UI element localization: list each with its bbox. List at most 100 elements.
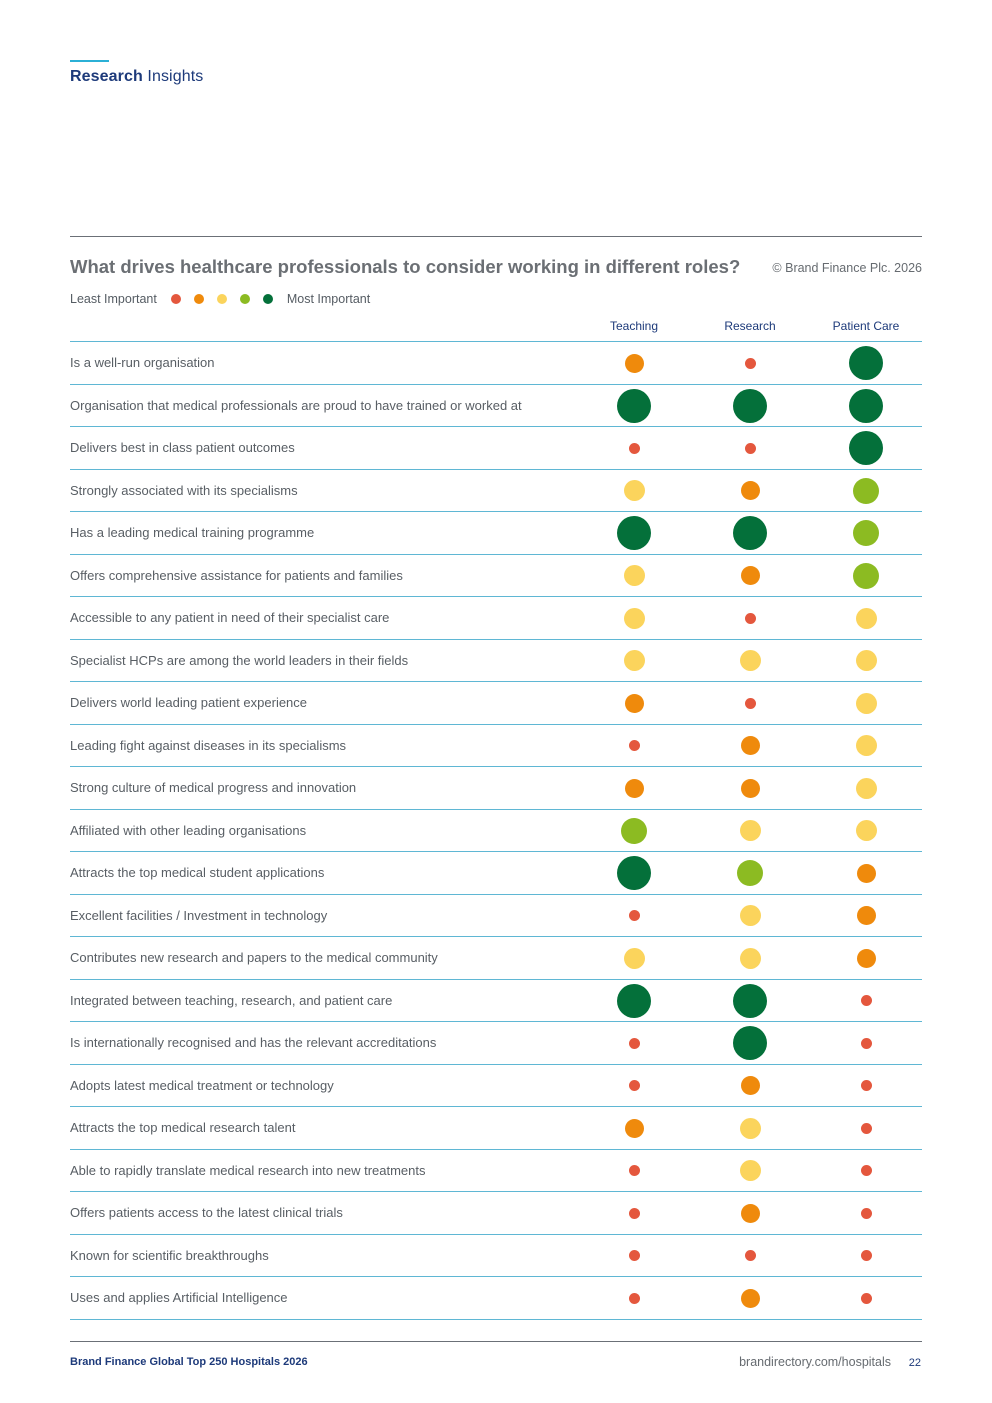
importance-bubble-patient-care: [860, 1207, 872, 1219]
table-row: Accessible to any patient in need of the…: [70, 596, 922, 639]
row-label: Affiliated with other leading organisati…: [70, 822, 307, 838]
table-row: Organisation that medical professionals …: [70, 383, 922, 427]
importance-bubble-teaching: [624, 353, 644, 373]
row-label: Contributes new research and papers to t…: [70, 950, 438, 965]
importance-bubble-patient-care: [860, 1037, 872, 1049]
table-row: Specialist HCPs are among the world lead…: [70, 638, 922, 682]
row-label: Adopts latest medical treatment or techn…: [70, 1077, 334, 1093]
importance-bubble-patient-care: [860, 1292, 872, 1304]
importance-bubble-teaching: [623, 480, 645, 501]
importance-bubble-patient-care: [855, 650, 877, 671]
column-header-research: Research: [724, 319, 776, 333]
row-label: Offers patients access to the latest cli…: [70, 1205, 343, 1220]
section-title: Research Insights: [70, 68, 203, 86]
row-label: Specialist HCPs are among the world lead…: [70, 652, 409, 668]
importance-bubble-research: [744, 357, 756, 369]
row-label: Attracts the top medical research talent: [70, 1120, 296, 1135]
importance-bubble-teaching: [621, 817, 647, 844]
importance-bubble-research: [733, 1026, 767, 1060]
table-row: Contributes new research and papers to t…: [70, 936, 922, 979]
row-label: Leading fight against diseases in its sp…: [70, 737, 347, 753]
importance-bubble-patient-care: [855, 777, 877, 799]
legend-dot-level-4: [239, 294, 250, 304]
table-row: Offers patients access to the latest cli…: [70, 1191, 922, 1234]
importance-bubble-patient-care: [849, 346, 883, 380]
table-row: Has a leading medical training programme: [70, 511, 922, 554]
row-label: Excellent facilities / Investment in tec…: [70, 907, 328, 923]
row-label: Known for scientific breakthroughs: [70, 1247, 269, 1263]
importance-bubble-patient-care: [860, 1165, 872, 1176]
legend-dot-level-1: [170, 294, 181, 304]
row-label: Delivers world leading patient experienc…: [70, 695, 308, 710]
row-label: Strongly associated with its specialisms: [70, 482, 298, 498]
row-label: Organisation that medical professionals …: [70, 397, 522, 413]
table-row: Is internationally recognised and has th…: [70, 1021, 922, 1064]
importance-bubble-research: [744, 1250, 756, 1261]
footer-url: brandirectory.com/hospitals: [739, 1355, 891, 1369]
importance-bubble-research: [737, 860, 763, 886]
row-label: Integrated between teaching, research, a…: [70, 992, 393, 1008]
importance-bubble-patient-care: [855, 735, 877, 756]
table-row: Offers comprehensive assistance for pati…: [70, 553, 922, 597]
importance-bubble-research: [739, 905, 761, 926]
row-label: Uses and applies Artificial Intelligence: [70, 1290, 288, 1305]
importance-bubble-patient-care: [853, 562, 879, 589]
importance-bubble-research: [744, 612, 756, 624]
legend-dot-level-3: [216, 294, 227, 304]
table-bottom-rule: [70, 1318, 922, 1320]
importance-bubble-patient-care: [860, 995, 872, 1006]
importance-bubble-patient-care: [860, 1122, 872, 1134]
importance-bubble-teaching: [617, 983, 651, 1018]
table-row: Delivers world leading patient experienc…: [70, 681, 922, 724]
footer-rule: [70, 1341, 922, 1342]
importance-bubble-teaching: [628, 1037, 640, 1049]
importance-bubble-patient-care: [860, 1250, 872, 1261]
table-row: Strongly associated with its specialisms: [70, 468, 922, 512]
importance-bubble-teaching: [624, 693, 644, 713]
row-label: Is a well-run organisation: [70, 355, 215, 370]
copyright: © Brand Finance Plc. 2026: [772, 261, 922, 275]
row-label: Offers comprehensive assistance for pati…: [70, 567, 403, 583]
row-label: Has a leading medical training programme: [70, 525, 315, 540]
chart-title: What drives healthcare professionals to …: [70, 256, 741, 277]
table-row: Adopts latest medical treatment or techn…: [70, 1063, 922, 1107]
row-label: Is internationally recognised and has th…: [70, 1035, 437, 1050]
chart-top-rule: [70, 236, 922, 237]
table-row: Attracts the top medical research talent: [70, 1106, 922, 1149]
importance-bubble-teaching: [628, 1250, 640, 1261]
legend-dot-level-2: [193, 294, 204, 304]
legend-dot-level-5: [262, 294, 273, 304]
importance-bubble-research: [739, 1117, 761, 1139]
legend: Least Important Most Important: [70, 291, 370, 307]
importance-bubble-patient-care: [853, 520, 879, 546]
importance-bubble-research: [739, 820, 761, 841]
importance-bubble-patient-care: [853, 477, 879, 504]
table-row: Attracts the top medical student applica…: [70, 851, 922, 894]
importance-bubble-patient-care: [856, 863, 876, 883]
importance-bubble-research: [740, 1076, 760, 1095]
row-label: Able to rapidly translate medical resear…: [70, 1162, 426, 1178]
table-row: Integrated between teaching, research, a…: [70, 978, 922, 1022]
table-row: Affiliated with other leading organisati…: [70, 808, 922, 852]
importance-bubble-teaching: [624, 1118, 644, 1138]
importance-bubble-teaching: [623, 565, 645, 586]
footer-publication: Brand Finance Global Top 250 Hospitals 2…: [70, 1356, 308, 1368]
importance-bubble-research: [739, 650, 761, 671]
importance-bubble-teaching: [623, 607, 645, 629]
table-row: Able to rapidly translate medical resear…: [70, 1148, 922, 1192]
importance-bubble-research: [733, 388, 767, 423]
importance-bubble-patient-care: [856, 948, 876, 968]
importance-bubble-patient-care: [855, 820, 877, 841]
importance-bubble-teaching: [628, 1165, 640, 1176]
table-row: Excellent facilities / Investment in tec…: [70, 893, 922, 937]
importance-bubble-teaching: [628, 442, 640, 454]
row-label: Accessible to any patient in need of the…: [70, 610, 390, 625]
importance-bubble-research: [744, 697, 756, 709]
table-row: Delivers best in class patient outcomes: [70, 426, 922, 469]
importance-bubble-research: [740, 778, 760, 798]
importance-bubble-research: [740, 566, 760, 585]
table-row: Leading fight against diseases in its sp…: [70, 723, 922, 767]
importance-bubble-patient-care: [855, 692, 877, 714]
column-header-patient-care: Patient Care: [832, 319, 900, 333]
importance-bubble-patient-care: [856, 906, 876, 925]
